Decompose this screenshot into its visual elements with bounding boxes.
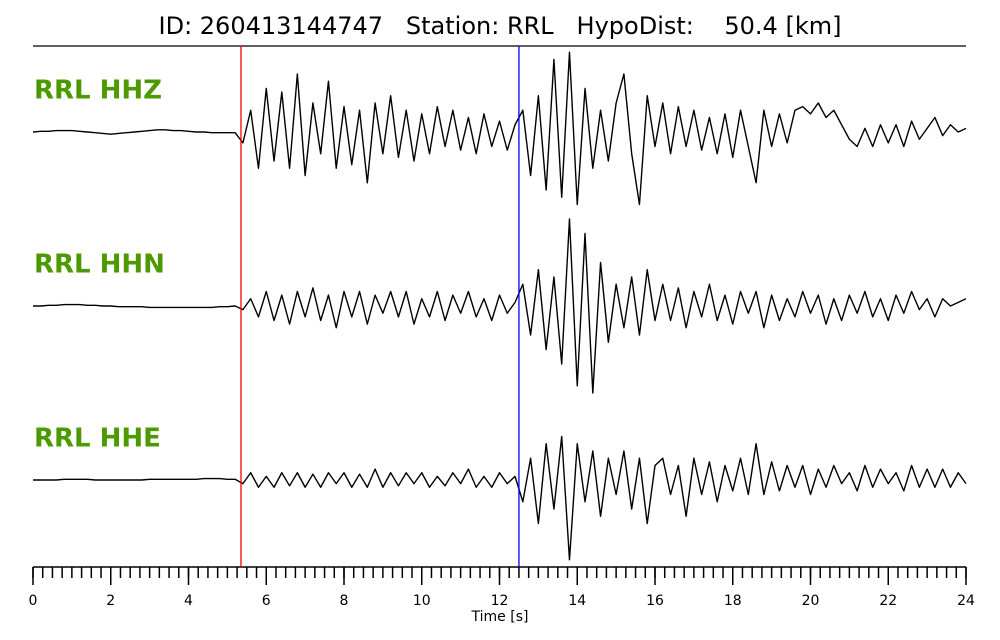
x-tick-label: 20 [802,593,820,609]
x-tick-label: 4 [184,593,193,609]
waveform [33,435,967,561]
x-tick-label: 6 [262,593,271,609]
trace-label: RRL HHN [34,250,165,280]
x-tick-label: 16 [646,593,664,609]
waveform [32,51,967,206]
waveform [33,218,967,394]
x-tick-label: 14 [568,593,586,609]
x-tick-label: 22 [879,593,897,609]
trace-label: RRL HHE [34,424,161,454]
x-tick-label: 24 [957,593,975,609]
x-axis-label: Time [s] [471,609,529,625]
x-tick-label: 2 [106,593,115,609]
x-tick-label: 8 [340,593,349,609]
x-tick-label: 10 [413,593,431,609]
chart-title: ID: 260413144747 Station: RRL HypoDist: … [159,12,842,40]
x-tick-label: 12 [491,593,509,609]
x-tick-label: 18 [724,593,742,609]
x-tick-label: 0 [29,593,38,609]
trace-label: RRL HHZ [34,76,162,106]
